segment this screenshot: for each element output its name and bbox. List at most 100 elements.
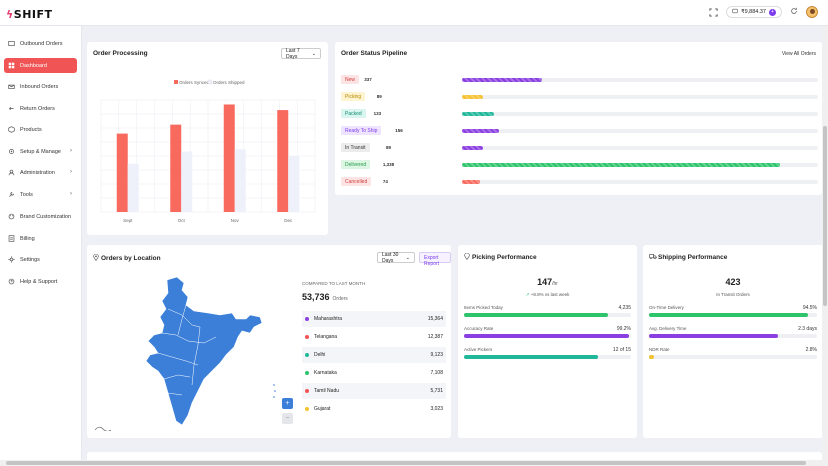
- sidebar-item-help-support[interactable]: Help & Support: [4, 274, 77, 289]
- brand-logo[interactable]: ϟSHIFT: [6, 8, 53, 21]
- status-progress-track: [462, 145, 818, 150]
- metric-progress-fill: [649, 355, 655, 359]
- location-dot: [305, 407, 309, 411]
- truck-icon: [649, 253, 657, 262]
- status-badge-cancelled[interactable]: Cancelled: [341, 177, 372, 186]
- sidebar-item-outbound-orders[interactable]: Outbound Orders: [4, 36, 77, 51]
- status-progress-track: [462, 179, 818, 184]
- location-row: Telangana 12,387: [302, 329, 446, 345]
- brand-icon: [8, 213, 15, 220]
- metric-value: 2.8%: [805, 347, 817, 353]
- status-badge-new[interactable]: New: [341, 75, 360, 84]
- map-zoom-out-button[interactable]: −: [282, 413, 293, 424]
- metric-progress-fill: [464, 313, 608, 317]
- x-tick-label: Dec: [284, 218, 293, 223]
- location-name: Karnataka: [314, 370, 337, 376]
- user-avatar[interactable]: [806, 6, 818, 18]
- location-name: Gujarat: [314, 406, 331, 412]
- bar-orders-synced: [170, 124, 182, 212]
- metric-label: NDR Rate: [649, 347, 670, 352]
- fullscreen-icon[interactable]: [708, 7, 718, 17]
- refresh-icon[interactable]: [790, 7, 798, 17]
- order-processing-card: Order Processing Last 7 Days ⌄ Orders Sy…: [87, 42, 328, 235]
- india-map: [145, 276, 276, 426]
- status-progress-track: [462, 111, 818, 116]
- vertical-scrollbar-thumb[interactable]: [823, 126, 827, 306]
- location-dot: [305, 335, 309, 339]
- bar-orders-shipped: [288, 156, 300, 212]
- return-icon: [8, 105, 15, 112]
- sidebar-item-products[interactable]: Products: [4, 122, 77, 137]
- status-progress-fill: [462, 111, 494, 116]
- status-progress-fill: [462, 179, 480, 184]
- top-header: ϟSHIFT ₹9,884.37 +: [0, 0, 828, 26]
- status-badge-picking[interactable]: Picking: [341, 92, 366, 101]
- metric-value: 12 of 15: [612, 347, 631, 353]
- sidebar-item-billing[interactable]: Billing: [4, 231, 77, 246]
- status-badge-in-transit[interactable]: In Transit: [341, 143, 370, 152]
- sidebar-item-label: Return Orders: [20, 105, 55, 112]
- legend-label: Orders Shipped: [213, 80, 245, 85]
- metric-label: Accuracy Rate: [464, 326, 494, 331]
- compare-label: COMPARED TO LAST MONTH: [302, 281, 366, 286]
- location-value: 3,023: [430, 406, 443, 412]
- shipping-performance-card: Shipping Performance 423 In Transit Orde…: [643, 245, 823, 438]
- sidebar-item-return-orders[interactable]: Return Orders: [4, 101, 77, 116]
- x-tick-label: Sept: [123, 218, 133, 223]
- chevron-down-icon: ⌄: [405, 254, 410, 261]
- horizontal-scrollbar-thumb[interactable]: [6, 461, 806, 465]
- location-value: 12,387: [427, 334, 443, 340]
- sidebar-item-setup-manage[interactable]: Setup & Manage ›: [4, 144, 77, 159]
- location-value: 9,123: [430, 352, 443, 358]
- metric-progress-fill: [464, 355, 598, 359]
- horizontal-scrollbar[interactable]: [0, 460, 828, 466]
- location-dot: [305, 389, 309, 393]
- outbound-icon: [8, 40, 15, 47]
- order-processing-range-select[interactable]: Last 7 Days ⌄: [281, 48, 321, 60]
- bar-orders-synced: [116, 133, 128, 212]
- bolt-icon: ϟ: [6, 8, 14, 21]
- status-badge-ready-to-ship[interactable]: Ready To Ship: [341, 126, 382, 135]
- products-icon: [8, 126, 15, 133]
- sidebar-item-dashboard[interactable]: Dashboard: [4, 58, 77, 73]
- settings-icon: [8, 256, 15, 263]
- status-progress-fill: [462, 128, 500, 133]
- location-row: Delhi 9,123: [302, 347, 446, 363]
- location-range-value: Last 30 Days: [382, 251, 399, 264]
- wallet-balance[interactable]: ₹9,884.37 +: [726, 6, 782, 18]
- chevron-right-icon: ›: [70, 169, 72, 175]
- location-total-value: 53,736: [302, 292, 330, 302]
- location-range-select[interactable]: Last 30 Days ⌄: [377, 251, 415, 264]
- add-funds-button[interactable]: +: [769, 8, 776, 16]
- billing-icon: [8, 235, 15, 242]
- picking-rate-value: 147: [537, 277, 553, 287]
- status-badge-packed[interactable]: Packed: [341, 109, 366, 118]
- status-progress-track: [462, 162, 818, 167]
- map-zoom-in-button[interactable]: +: [282, 398, 293, 409]
- metric-progress-track: [464, 334, 631, 338]
- sidebar-item-settings[interactable]: Settings: [4, 252, 77, 267]
- sidebar-item-tools[interactable]: Tools ›: [4, 187, 77, 202]
- view-all-orders-link[interactable]: View All Orders: [781, 51, 816, 57]
- location-value: 5,731: [430, 388, 443, 394]
- sidebar-item-inbound-orders[interactable]: Inbound Orders: [4, 79, 77, 94]
- export-report-button[interactable]: Export Report: [419, 252, 451, 267]
- sidebar-item-administration[interactable]: Administration ›: [4, 165, 77, 180]
- dashboard-icon: [8, 62, 15, 69]
- vertical-scrollbar[interactable]: [822, 26, 828, 466]
- metric-progress-fill: [464, 334, 630, 338]
- tools-icon: [8, 191, 15, 198]
- status-count: 74: [382, 179, 388, 184]
- inbound-icon: [8, 83, 15, 90]
- sidebar-item-label: Administration: [20, 169, 55, 176]
- chevron-right-icon: ›: [70, 191, 72, 197]
- sidebar-item-label: Setup & Manage: [20, 148, 61, 155]
- sidebar-item-brand-customization[interactable]: Brand Customization: [4, 209, 77, 224]
- status-count: 1,338: [382, 162, 395, 167]
- picking-icon: [464, 252, 470, 262]
- sidebar: Outbound Orders Dashboard Inbound Orders Re…: [0, 26, 82, 466]
- location-row: Karnataka 7,108: [302, 365, 446, 381]
- location-name: Tamil Nadu: [314, 388, 340, 394]
- shipping-title: Shipping Performance: [658, 254, 728, 261]
- status-badge-delivered[interactable]: Delivered: [341, 160, 371, 169]
